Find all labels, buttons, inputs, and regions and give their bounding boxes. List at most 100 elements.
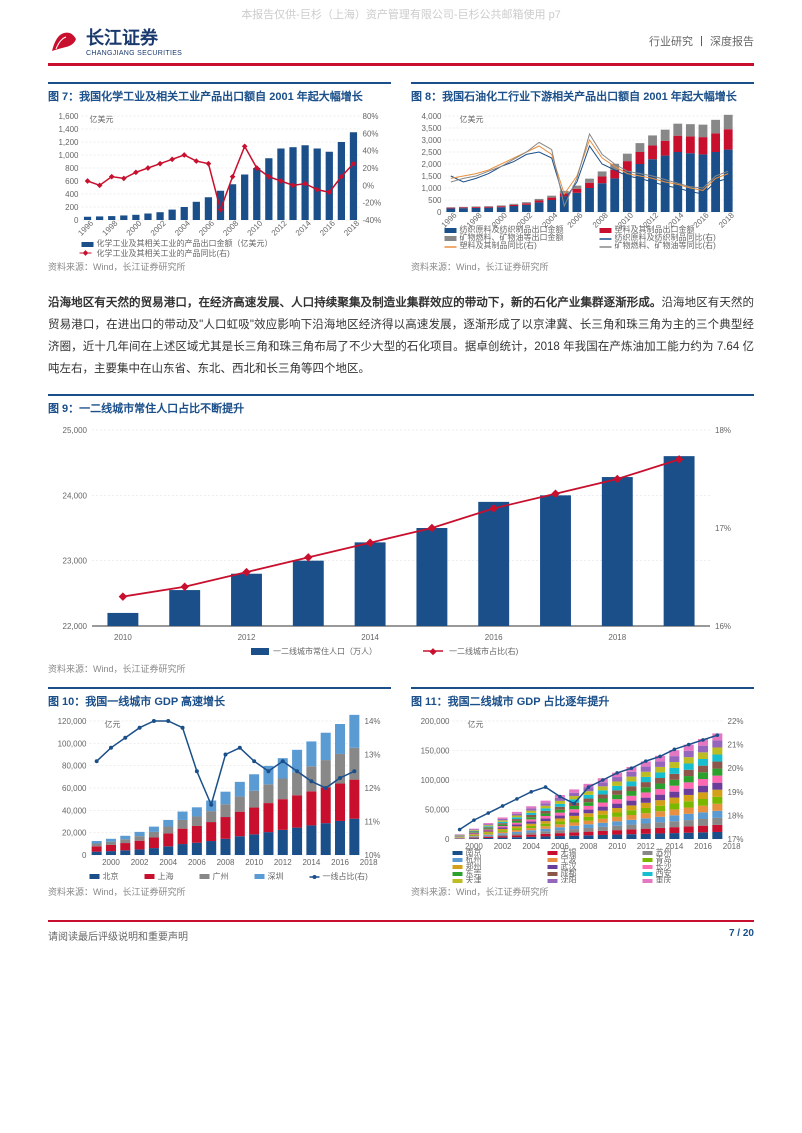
chart10-title: 图 10：我国一线城市 GDP 高速增长 (48, 687, 391, 709)
svg-text:2016: 2016 (692, 210, 711, 229)
chart10: 020,00040,00060,00080,000100,000120,0001… (48, 713, 391, 883)
svg-text:0: 0 (437, 208, 442, 217)
svg-text:0%: 0% (363, 181, 375, 190)
svg-text:23,000: 23,000 (63, 557, 88, 566)
svg-text:1,400: 1,400 (58, 125, 79, 134)
chart9-source: 资料来源：Wind，长江证券研究所 (48, 662, 754, 675)
svg-text:北京: 北京 (103, 871, 119, 881)
svg-text:2008: 2008 (221, 218, 240, 237)
svg-text:亿元: 亿元 (105, 719, 121, 729)
svg-text:2006: 2006 (566, 210, 585, 229)
footer-left: 请阅读最后评级说明和重要声明 (48, 928, 188, 943)
chart9: 22,00023,00024,00025,00016%17%18%2010201… (48, 420, 754, 660)
footer: 请阅读最后评级说明和重要声明 7 / 20 (48, 920, 754, 943)
svg-text:2010: 2010 (246, 218, 265, 237)
svg-text:2008: 2008 (591, 210, 610, 229)
svg-text:800: 800 (65, 164, 79, 173)
svg-text:2012: 2012 (238, 633, 256, 642)
svg-text:2010: 2010 (608, 842, 626, 851)
svg-text:21%: 21% (728, 741, 744, 750)
chart11-title: 图 11：我国二线城市 GDP 占比逐年提升 (411, 687, 754, 709)
chart10-source: 资料来源：Wind，长江证券研究所 (48, 885, 391, 898)
svg-text:20%: 20% (728, 765, 744, 774)
svg-text:2014: 2014 (294, 218, 313, 237)
svg-text:2016: 2016 (331, 858, 349, 867)
watermark: 本报告仅供-巨杉（上海）资产管理有限公司-巨杉公共邮箱使用 p7 (0, 6, 802, 22)
svg-text:13%: 13% (365, 751, 381, 760)
svg-text:3,000: 3,000 (421, 136, 442, 145)
svg-text:广州: 广州 (213, 871, 229, 881)
chart8-title: 图 8：我国石油化工行业下游相关产品出口额自 2001 年起大幅增长 (411, 82, 754, 104)
svg-text:2010: 2010 (114, 633, 132, 642)
paragraph: 沿海地区有天然的贸易港口，在经济高速发展、人口持续聚集及制造业集群效应的带动下，… (48, 293, 754, 380)
svg-text:亿元: 亿元 (468, 719, 484, 729)
svg-text:1,600: 1,600 (58, 112, 79, 121)
svg-text:80,000: 80,000 (62, 762, 87, 771)
svg-text:2006: 2006 (197, 218, 216, 237)
header-category: 行业研究丨深度报告 (649, 33, 754, 49)
svg-text:0: 0 (445, 835, 450, 844)
svg-text:2002: 2002 (494, 842, 512, 851)
svg-text:120,000: 120,000 (58, 717, 87, 726)
svg-text:2018: 2018 (360, 858, 378, 867)
svg-text:2000: 2000 (102, 858, 120, 867)
svg-text:2012: 2012 (637, 842, 655, 851)
logo-en: CHANGJIANG SECURITIES (86, 50, 182, 57)
svg-text:600: 600 (65, 177, 79, 186)
svg-text:天津: 天津 (466, 875, 482, 883)
svg-text:2018: 2018 (342, 218, 361, 237)
chart7: 02004006008001,0001,2001,4001,600-40%-20… (48, 108, 391, 258)
svg-text:亿美元: 亿美元 (90, 114, 114, 124)
svg-text:60,000: 60,000 (62, 784, 87, 793)
svg-text:0: 0 (82, 851, 87, 860)
svg-text:4,000: 4,000 (421, 112, 442, 121)
svg-text:亿美元: 亿美元 (460, 114, 484, 124)
svg-text:14%: 14% (365, 717, 381, 726)
chart8: 05001,0001,5002,0002,5003,0003,5004,000亿… (411, 108, 754, 258)
svg-text:18%: 18% (728, 812, 744, 821)
svg-text:化学工业及其相关工业的产品同比(右): 化学工业及其相关工业的产品同比(右) (97, 248, 231, 258)
svg-text:1,200: 1,200 (58, 138, 79, 147)
page-number: 7 / 20 (729, 928, 754, 943)
chart7-source: 资料来源：Wind，长江证券研究所 (48, 260, 391, 273)
svg-text:2018: 2018 (608, 633, 626, 642)
svg-text:-40%: -40% (363, 216, 382, 225)
svg-text:2004: 2004 (522, 842, 540, 851)
page-header: 长江证券 CHANGJIANG SECURITIES 行业研究丨深度报告 (48, 24, 754, 66)
svg-text:1996: 1996 (76, 218, 95, 237)
svg-text:-20%: -20% (363, 199, 382, 208)
svg-text:2016: 2016 (318, 218, 337, 237)
svg-text:1,500: 1,500 (421, 172, 442, 181)
svg-text:一二线城市常住人口（万人）: 一二线城市常住人口（万人） (273, 646, 377, 656)
svg-text:2006: 2006 (188, 858, 206, 867)
svg-text:深圳: 深圳 (268, 871, 284, 881)
svg-text:2,500: 2,500 (421, 148, 442, 157)
svg-text:200: 200 (65, 203, 79, 212)
svg-text:50,000: 50,000 (425, 806, 450, 815)
svg-text:11%: 11% (365, 818, 380, 827)
svg-text:100,000: 100,000 (58, 740, 87, 749)
svg-text:2,000: 2,000 (421, 160, 442, 169)
svg-text:20,000: 20,000 (62, 829, 87, 838)
svg-text:16%: 16% (715, 622, 731, 631)
svg-text:0: 0 (74, 216, 79, 225)
svg-text:沈阳: 沈阳 (561, 875, 577, 883)
svg-text:一二线城市占比(右): 一二线城市占比(右) (449, 646, 519, 656)
svg-text:1,000: 1,000 (58, 151, 79, 160)
svg-text:2000: 2000 (125, 218, 144, 237)
svg-text:塑料及其制品同比(右): 塑料及其制品同比(右) (460, 240, 538, 250)
svg-text:矿物燃料、矿物油等同比(右): 矿物燃料、矿物油等同比(右) (615, 240, 717, 250)
svg-text:2012: 2012 (274, 858, 292, 867)
svg-text:2008: 2008 (217, 858, 235, 867)
chart9-title: 图 9：一二线城市常住人口占比不断提升 (48, 394, 754, 416)
svg-text:2010: 2010 (245, 858, 263, 867)
chart7-title: 图 7：我国化学工业及相关工业产品出口额自 2001 年起大幅增长 (48, 82, 391, 104)
svg-text:12%: 12% (365, 784, 381, 793)
svg-text:22%: 22% (728, 717, 744, 726)
svg-text:2004: 2004 (159, 858, 177, 867)
svg-text:1998: 1998 (100, 218, 119, 237)
svg-text:80%: 80% (363, 112, 379, 121)
svg-text:3,500: 3,500 (421, 124, 442, 133)
svg-text:1,000: 1,000 (421, 184, 442, 193)
svg-text:2004: 2004 (173, 218, 192, 237)
